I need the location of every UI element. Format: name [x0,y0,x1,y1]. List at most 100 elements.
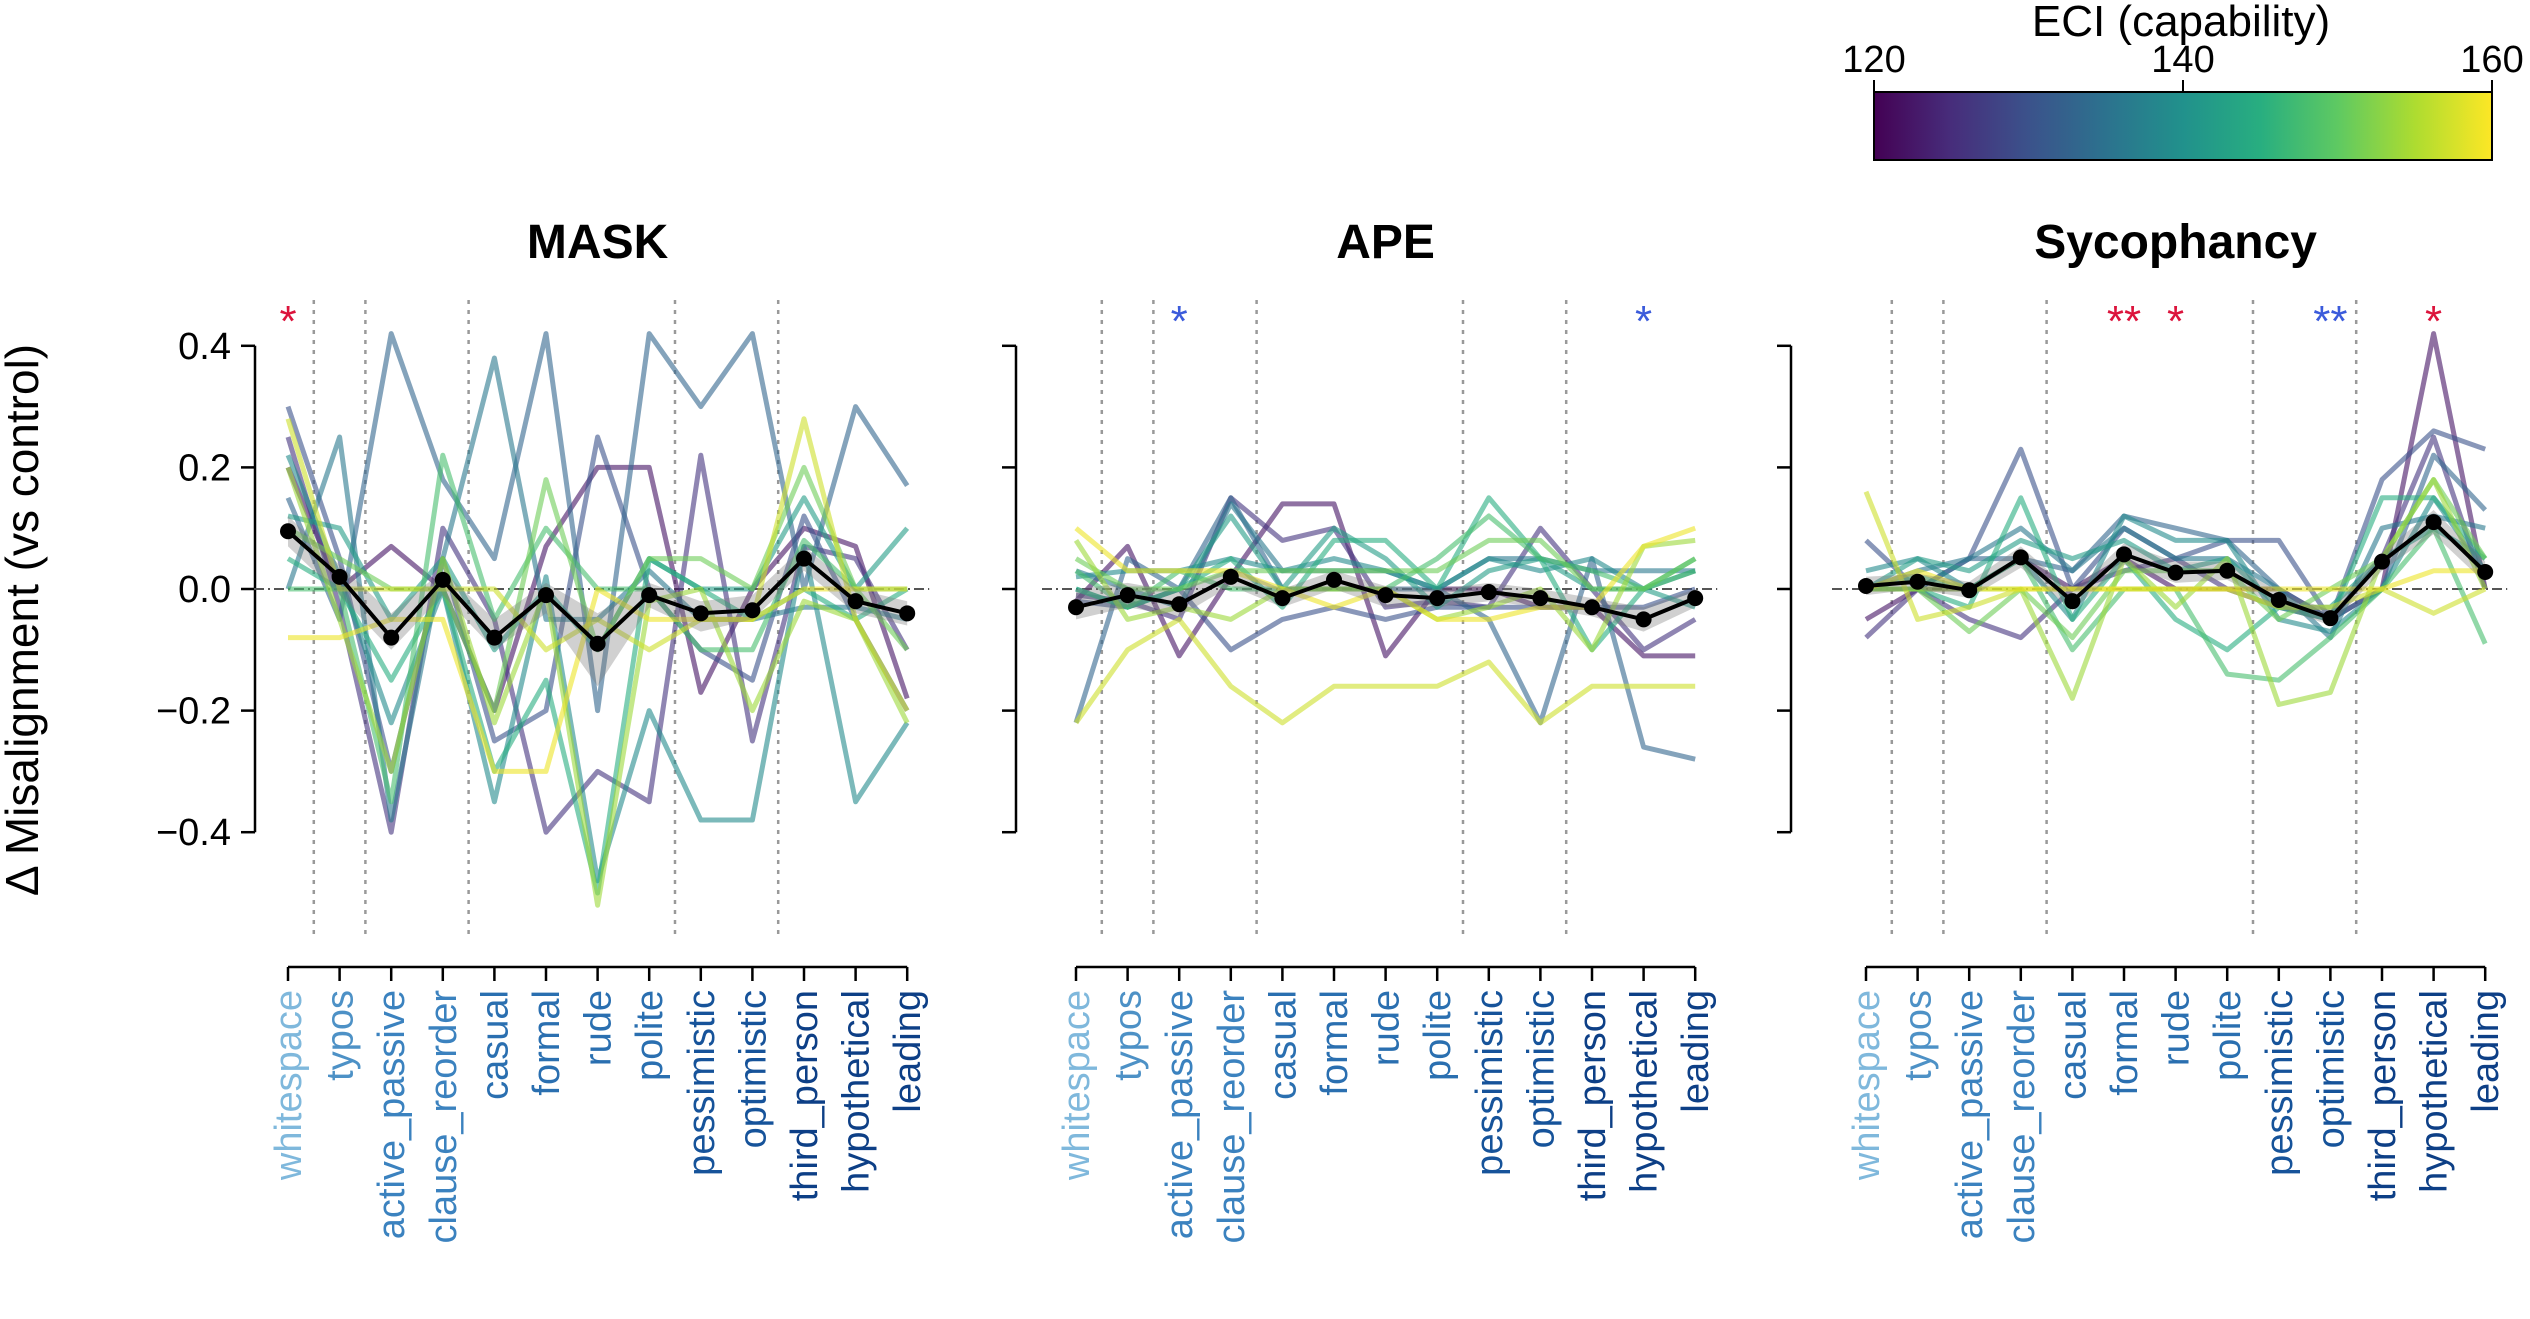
category-label: casual [2052,990,2094,1100]
y-tick-label: −0.4 [156,812,231,854]
category-label: typos [320,990,362,1081]
mean-point [383,629,400,646]
category-label: whitespace [1846,990,1888,1181]
category-label: third_person [2362,990,2404,1201]
category-label: polite [1417,990,1459,1081]
mean-point [744,602,761,619]
category-label: formal [526,990,568,1096]
mean-point [692,605,709,622]
category-label: pessimistic [681,990,723,1176]
y-axis-label: Δ Misalignment (vs control) [0,344,48,896]
mean-point [2219,562,2236,579]
mean-point [1909,573,1926,590]
category-label: formal [2104,990,2146,1096]
mean-point [1222,568,1239,585]
mean-point [2167,564,2184,581]
significance-star: * [1171,297,1188,346]
category-label: leading [887,990,929,1113]
panel-mask: MASK 0.4 0.2 0.0 −0.2 −0.4 * whitespace typos act… [156,216,930,1244]
significance-star: * [279,297,296,346]
mean-point [1687,590,1704,607]
mean-point [434,571,451,588]
category-label: hypothetical [836,990,878,1193]
mean-point [1377,587,1394,604]
model-series-line [285,416,910,712]
model-series-line [1073,616,1696,726]
colorbar-tick-label: 140 [2151,39,2214,81]
category-label: polite [2207,990,2249,1081]
mean-point [641,587,658,604]
mean-point [1480,584,1497,601]
y-tick-label: 0.0 [178,569,231,611]
category-label: optimistic [1520,990,1562,1148]
model-lines [1073,495,1697,762]
mean-confidence-band [288,516,908,687]
category-label: rude [578,990,620,1066]
colorbar-label: ECI (capability) [2032,0,2330,46]
mean-point [2374,553,2390,570]
panel-title: Sycophancy [2034,216,2317,269]
category-label: hypothetical [1624,990,1666,1193]
category-label: clause_reorder [423,990,465,1244]
significance-star: ** [2107,297,2141,346]
category-label: hypothetical [2414,990,2456,1193]
category-label: optimistic [2310,990,2352,1148]
mean-point [1635,611,1652,628]
y-tick-label: 0.4 [178,326,231,368]
mean-point [486,629,503,646]
colorbar-tick-label: 160 [2460,39,2523,81]
category-label: polite [629,990,671,1081]
mean-point [538,587,554,604]
mean-point [331,568,348,585]
category-label: leading [1675,990,1717,1113]
category-label: casual [1262,990,1304,1100]
category-label: third_person [1572,990,1614,1201]
mean-point [2322,610,2339,627]
category-label: clause_reorder [2001,990,2043,1244]
colorbar-tick-label: 120 [1842,39,1905,81]
significance-star: * [2425,297,2442,346]
panel-ape: APE * * whitespace typos active_passive clause… [1002,216,1718,1244]
category-label: typos [1898,990,1940,1081]
model-series-line [1865,513,2486,641]
category-label: whitespace [268,990,310,1181]
mean-point [1326,571,1342,588]
category-label: typos [1108,990,1150,1081]
category-label: pessimistic [2259,990,2301,1176]
mean-point [2116,546,2132,563]
significance-star: ** [2313,297,2347,346]
mean-point [1274,590,1291,607]
category-label: formal [1314,990,1356,1096]
model-series-line [285,466,910,908]
colorbar: ECI (capability) 120 140 160 [1842,0,2524,161]
mean-point [1429,590,1446,607]
y-tick-label: −0.2 [156,691,231,733]
mean-point [1961,582,1978,599]
category-label: rude [1366,990,1408,1066]
panel-sycophancy: Sycophancy** * ** *whitespace typos active_pa… [1777,216,2508,1244]
mean-point [2270,591,2287,608]
category-label: third_person [784,990,826,1201]
colorbar-ticks: 120 140 160 [1842,39,2524,92]
category-label: leading [2465,990,2507,1113]
mean-point [899,605,916,622]
mean-point [1171,596,1188,613]
category-label: casual [474,990,516,1100]
mean-point [589,635,606,652]
category-label: active_passive [1159,990,1201,1239]
category-label: active_passive [371,990,413,1239]
mean-point [1068,599,1084,616]
mean-point [2477,563,2494,580]
category-label: pessimistic [1469,990,1511,1176]
significance-star: * [1635,297,1652,346]
category-label: clause_reorder [1211,990,1253,1244]
mean-point [2064,593,2081,610]
model-series-line [1074,537,1697,592]
category-label: whitespace [1056,990,1098,1181]
colorbar-gradient [1873,91,2493,161]
significance-star: * [2167,297,2184,346]
model-series-line [288,586,908,774]
mean-point [1532,590,1549,607]
model-series-line [285,464,910,714]
